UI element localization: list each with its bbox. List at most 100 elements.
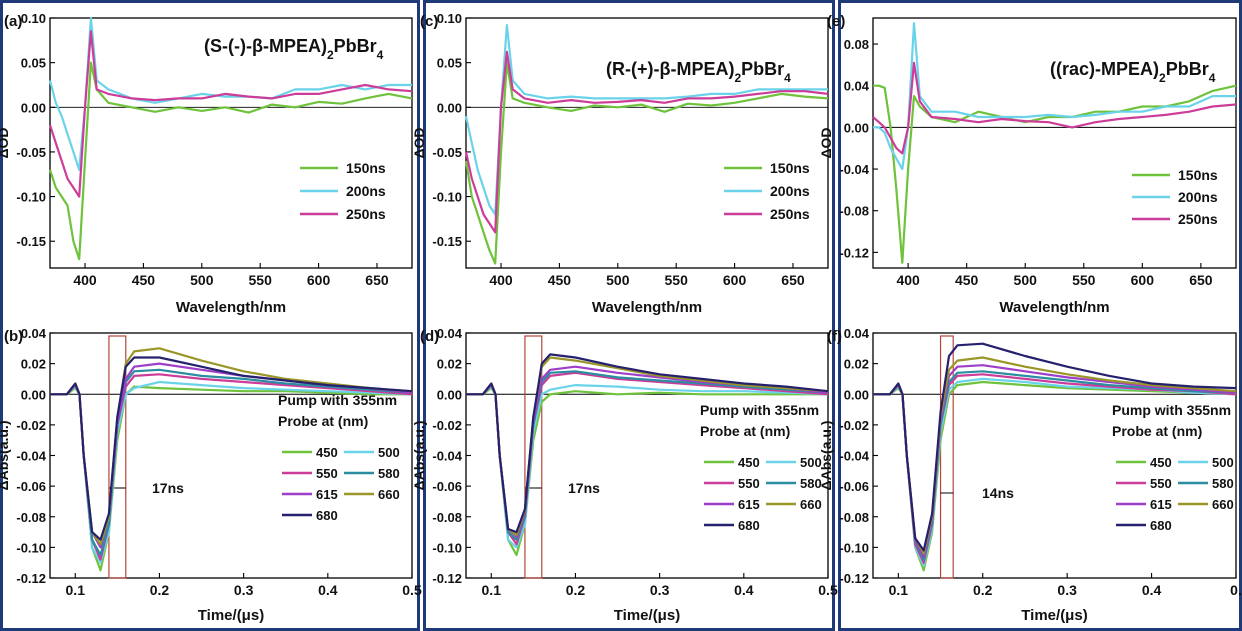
y-tick-label-e: 0.08 bbox=[844, 37, 869, 52]
title-subscript: 2 bbox=[1159, 71, 1166, 85]
legend-label-d: 550 bbox=[738, 476, 760, 491]
series-line-e-150ns bbox=[873, 84, 1237, 264]
x-tick-label-c: 500 bbox=[606, 272, 630, 288]
y-tick-label-d: -0.10 bbox=[432, 540, 462, 555]
x-axis-label-e: Wavelength/nm bbox=[999, 299, 1109, 316]
title-subscript: 2 bbox=[327, 48, 334, 62]
title-text: (S-(-)-β-MPEA) bbox=[204, 36, 327, 56]
x-tick-label-f: 0. bbox=[1230, 582, 1242, 598]
y-tick-label-c: -0.10 bbox=[432, 190, 462, 205]
y-tick-label-a: -0.10 bbox=[16, 190, 46, 205]
column-frame-right bbox=[838, 0, 1242, 631]
legend-label-b: 450 bbox=[316, 445, 338, 460]
y-tick-label-a: 0.10 bbox=[21, 11, 46, 26]
legend-label-b: 615 bbox=[316, 487, 338, 502]
y-tick-label-f: 0.00 bbox=[844, 387, 869, 402]
legend-title-probe-b: Probe at (nm) bbox=[278, 413, 368, 429]
y-tick-label-a: -0.15 bbox=[16, 234, 46, 249]
legend-label-d: 615 bbox=[738, 497, 760, 512]
legend-label-d: 660 bbox=[800, 497, 822, 512]
x-tick-label-d: 0.4 bbox=[734, 582, 754, 598]
x-tick-label-b: 0.3 bbox=[234, 582, 254, 598]
y-tick-label-a: 0.00 bbox=[21, 100, 46, 115]
y-tick-label-b: 0.02 bbox=[21, 357, 46, 372]
y-tick-label-b: 0.00 bbox=[21, 387, 46, 402]
y-tick-label-f: 0.02 bbox=[844, 357, 869, 372]
legend-label-b: 550 bbox=[316, 466, 338, 481]
column-frame-middle bbox=[423, 0, 835, 631]
legend-label-d: 450 bbox=[738, 455, 760, 470]
y-tick-label-f: -0.08 bbox=[839, 510, 869, 525]
y-tick-label-c: 0.05 bbox=[437, 56, 462, 71]
panel-label-d: (d) bbox=[420, 328, 439, 345]
y-tick-label-c: 0.00 bbox=[437, 100, 462, 115]
axes-frame-c bbox=[465, 17, 829, 269]
x-tick-label-f: 0.4 bbox=[1142, 582, 1162, 598]
y-tick-label-d: -0.04 bbox=[432, 449, 462, 464]
x-tick-label-c: 550 bbox=[665, 272, 689, 288]
x-tick-label-a: 500 bbox=[190, 272, 214, 288]
panel-label-e: (e) bbox=[827, 13, 845, 30]
series-line-c-150ns bbox=[464, 61, 829, 265]
column-frame-left bbox=[0, 0, 420, 631]
x-tick-label-d: 0.3 bbox=[650, 582, 670, 598]
legend-label-f: 550 bbox=[1150, 476, 1172, 491]
title-text: PbBr bbox=[741, 59, 784, 79]
y-tick-label-d: -0.08 bbox=[432, 510, 462, 525]
y-tick-label-e: -0.08 bbox=[839, 204, 869, 219]
legend-label-b: 500 bbox=[378, 445, 400, 460]
x-tick-label-a: 600 bbox=[307, 272, 331, 288]
legend-title-probe-d: Probe at (nm) bbox=[700, 423, 790, 439]
legend-label-b: 660 bbox=[378, 487, 400, 502]
series-line-a-250ns bbox=[48, 30, 413, 198]
legend-label-f: 660 bbox=[1212, 497, 1234, 512]
legend-label-f: 580 bbox=[1212, 476, 1234, 491]
annotation-d: 17ns bbox=[568, 480, 600, 496]
series-line-a-150ns bbox=[48, 61, 413, 261]
legend-label-a: 250ns bbox=[346, 206, 386, 222]
y-tick-label-b: -0.12 bbox=[16, 571, 46, 586]
marker-box-d bbox=[524, 335, 543, 579]
y-tick-label-c: 0.10 bbox=[437, 11, 462, 26]
x-tick-label-f: 0.3 bbox=[1057, 582, 1077, 598]
y-tick-label-b: 0.04 bbox=[21, 326, 47, 341]
x-axis-label-c: Wavelength/nm bbox=[592, 299, 702, 316]
y-axis-label-d: ΔAbs(a.u.) bbox=[411, 421, 427, 491]
x-axis-label-d: Time/(μs) bbox=[614, 607, 680, 624]
y-tick-label-b: -0.04 bbox=[16, 449, 46, 464]
y-axis-label-c: ΔOD bbox=[411, 127, 427, 158]
legend-label-e: 200ns bbox=[1178, 189, 1218, 205]
panel-label-c: (c) bbox=[420, 13, 438, 30]
x-axis-label-b: Time/(μs) bbox=[198, 607, 264, 624]
y-tick-label-a: 0.05 bbox=[21, 56, 46, 71]
y-tick-label-d: 0.02 bbox=[437, 357, 462, 372]
x-tick-label-a: 450 bbox=[132, 272, 156, 288]
legend-label-b: 580 bbox=[378, 466, 400, 481]
x-tick-label-b: 0.1 bbox=[66, 582, 86, 598]
x-axis-label-f: Time/(μs) bbox=[1021, 607, 1087, 624]
legend-label-f: 680 bbox=[1150, 518, 1172, 533]
title-text: (R-(+)-β-MPEA) bbox=[606, 59, 734, 79]
series-line-c-200ns bbox=[464, 24, 828, 216]
title-subscript: 4 bbox=[377, 48, 384, 62]
x-axis-label-a: Wavelength/nm bbox=[176, 299, 286, 316]
legend-label-f: 615 bbox=[1150, 497, 1172, 512]
x-tick-label-c: 600 bbox=[723, 272, 747, 288]
series-line-f-680 bbox=[873, 342, 1237, 552]
x-tick-label-e: 400 bbox=[896, 272, 920, 288]
y-axis-label-f: ΔAbs(a.u.) bbox=[818, 421, 834, 491]
legend-label-d: 680 bbox=[738, 518, 760, 533]
series-line-b-680 bbox=[50, 356, 413, 541]
legend-label-e: 250ns bbox=[1178, 211, 1218, 227]
y-tick-label-f: -0.04 bbox=[839, 449, 869, 464]
chart-title-a: (S-(-)-β-MPEA)2PbBr4 bbox=[204, 36, 384, 62]
y-tick-label-f: 0.04 bbox=[844, 326, 870, 341]
legend-title-probe-f: Probe at (nm) bbox=[1112, 423, 1202, 439]
series-line-e-250ns bbox=[872, 61, 1237, 155]
y-tick-label-a: -0.05 bbox=[16, 145, 46, 160]
series-line-d-680 bbox=[466, 353, 829, 534]
chart-title-c: (R-(+)-β-MPEA)2PbBr4 bbox=[606, 59, 791, 85]
series-line-e-200ns bbox=[873, 22, 1236, 171]
